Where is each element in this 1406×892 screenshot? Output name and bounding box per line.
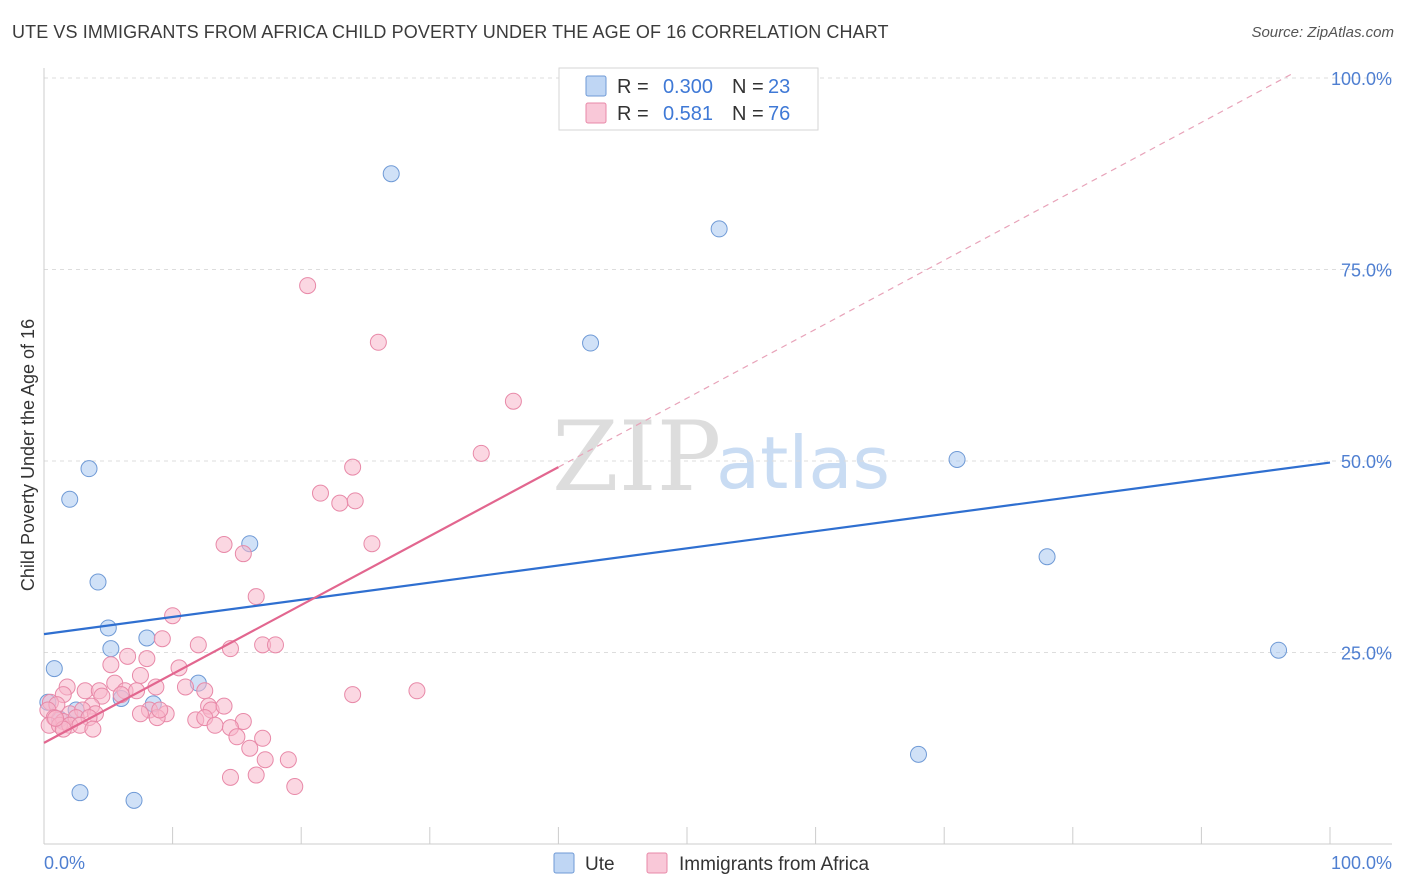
africa-point-1 — [369, 333, 387, 351]
africa-point-6 — [331, 494, 349, 512]
legend-n-value-africa: 76 — [768, 103, 790, 125]
ute-point-8 — [1038, 548, 1056, 566]
legend-r-label-ute: R = — [617, 76, 649, 98]
ute-point-9 — [1270, 641, 1288, 659]
ute-point-20 — [909, 745, 927, 763]
bottom-legend-label-africa: Immigrants from Africa — [679, 854, 869, 875]
legend-r-label-africa: R = — [617, 103, 649, 125]
africa-point-73 — [286, 778, 304, 796]
africa-point-26 — [196, 682, 214, 700]
africa-point-20 — [102, 656, 120, 674]
africa-point-70 — [279, 751, 297, 769]
africa-point-0 — [299, 277, 317, 295]
ute-point-13 — [45, 660, 63, 678]
x-tick-label-min: 0.0% — [44, 853, 85, 873]
watermark-zip: ZIP — [552, 401, 721, 513]
africa-point-71 — [247, 766, 265, 784]
x-tick-label-max: 100.0% — [1331, 853, 1392, 873]
ute-point-5 — [61, 490, 79, 508]
x-tick-marks — [43, 827, 1331, 844]
ute-point-2 — [582, 334, 600, 352]
africa-point-11 — [247, 588, 265, 606]
africa-point-5 — [311, 484, 329, 502]
y-tick-label-75: 75.0% — [1341, 261, 1392, 281]
africa-point-35 — [93, 687, 111, 705]
chart-title: UTE VS IMMIGRANTS FROM AFRICA CHILD POVE… — [12, 22, 889, 42]
bottom-legend-swatch-ute — [553, 852, 575, 874]
watermark-atlas: atlas — [716, 421, 890, 505]
africa-point-14 — [189, 636, 207, 654]
legend-swatch-ute — [585, 75, 607, 97]
ute-point-0 — [382, 165, 400, 183]
africa-point-3 — [472, 444, 490, 462]
legend-swatch-africa — [585, 102, 607, 124]
legend-r-value-ute: 0.300 — [663, 76, 713, 98]
africa-point-68 — [241, 739, 259, 757]
africa-point-66 — [228, 728, 246, 746]
africa-point-9 — [234, 545, 252, 563]
africa-point-72 — [221, 768, 239, 786]
africa-point-74 — [151, 701, 169, 719]
ute-point-1 — [710, 220, 728, 238]
ute-point-10 — [99, 619, 117, 637]
africa-point-25 — [176, 678, 194, 696]
africa-point-63 — [206, 716, 224, 734]
source-label: Source: ZipAtlas.com — [1251, 24, 1394, 41]
y-tick-label-50: 50.0% — [1341, 452, 1392, 472]
legend-r-value-africa: 0.581 — [663, 103, 713, 125]
africa-point-48 — [131, 705, 149, 723]
ute-point-21 — [71, 784, 89, 802]
trend-line-africa-extension — [558, 73, 1292, 468]
africa-point-18 — [138, 650, 156, 668]
ute-point-11 — [138, 629, 156, 647]
africa-point-69 — [256, 751, 274, 769]
africa-point-28 — [76, 682, 94, 700]
legend-n-label-ute: N = — [732, 76, 764, 98]
africa-point-4 — [344, 458, 362, 476]
trend-lines — [43, 73, 1331, 744]
ute-point-3 — [948, 450, 966, 468]
africa-point-10 — [363, 535, 381, 553]
africa-point-22 — [131, 666, 149, 684]
ute-point-4 — [80, 460, 98, 478]
y-axis-label: Child Poverty Under the Age of 16 — [18, 319, 38, 591]
africa-point-13 — [153, 630, 171, 648]
gridlines — [44, 77, 1392, 653]
legend-n-label-africa: N = — [732, 103, 764, 125]
africa-point-67 — [254, 729, 272, 747]
africa-point-8 — [215, 535, 233, 553]
trend-line-africa — [43, 466, 559, 744]
africa-point-62 — [84, 720, 102, 738]
bottom-legend-swatch-africa — [646, 852, 668, 874]
ute-point-22 — [125, 791, 143, 809]
legend-n-value-ute: 23 — [768, 76, 790, 98]
ute-point-6 — [89, 573, 107, 591]
africa-point-2 — [504, 392, 522, 410]
africa-point-34 — [408, 682, 426, 700]
bottom-legend-label-ute: Ute — [585, 854, 615, 875]
africa-point-7 — [346, 492, 364, 510]
trend-line-ute — [43, 461, 1331, 636]
africa-point-17 — [266, 636, 284, 654]
africa-point-44 — [215, 697, 233, 715]
africa-point-36 — [112, 686, 130, 704]
africa-point-19 — [119, 647, 137, 665]
bottom-legend: Ute Immigrants from Africa — [553, 852, 869, 875]
africa-point-75 — [47, 709, 65, 727]
legend: R = 0.300 N = 23 R = 0.581 N = 76 — [558, 67, 819, 131]
africa-point-33 — [344, 686, 362, 704]
series-africa-points — [39, 277, 522, 796]
y-tick-label-25: 25.0% — [1341, 644, 1392, 664]
ute-point-12 — [102, 640, 120, 658]
y-tick-label-100: 100.0% — [1331, 69, 1392, 89]
y-tick-labels: 25.0% 50.0% 75.0% 100.0% — [1331, 69, 1392, 664]
